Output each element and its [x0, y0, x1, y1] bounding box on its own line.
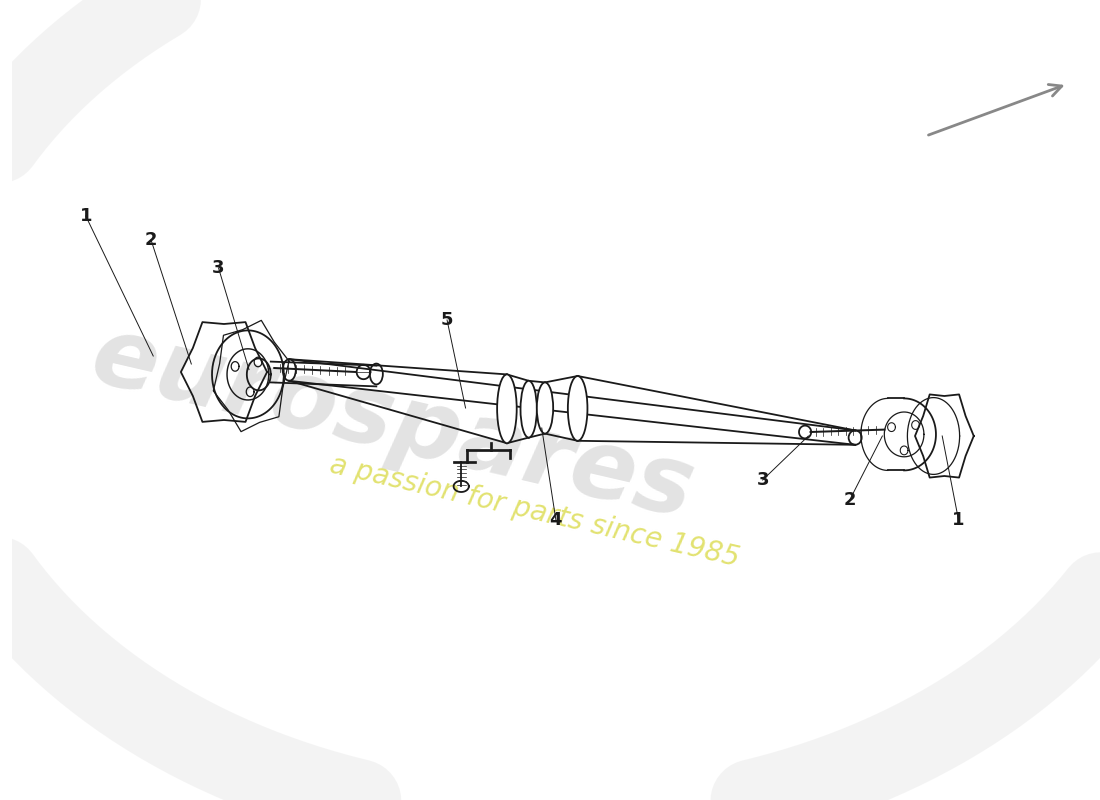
Ellipse shape [568, 376, 587, 441]
Text: 2: 2 [145, 231, 157, 249]
Text: a passion for parts since 1985: a passion for parts since 1985 [327, 451, 741, 573]
Text: 1: 1 [953, 511, 965, 529]
Text: 3: 3 [212, 259, 224, 277]
Text: eurospares: eurospares [82, 310, 703, 538]
Text: 3: 3 [757, 471, 769, 489]
Text: 4: 4 [550, 511, 562, 529]
Ellipse shape [537, 382, 553, 434]
Text: 1: 1 [79, 207, 92, 225]
Text: 5: 5 [441, 311, 453, 329]
Ellipse shape [520, 381, 537, 438]
Text: 2: 2 [844, 491, 856, 509]
Ellipse shape [497, 374, 517, 443]
